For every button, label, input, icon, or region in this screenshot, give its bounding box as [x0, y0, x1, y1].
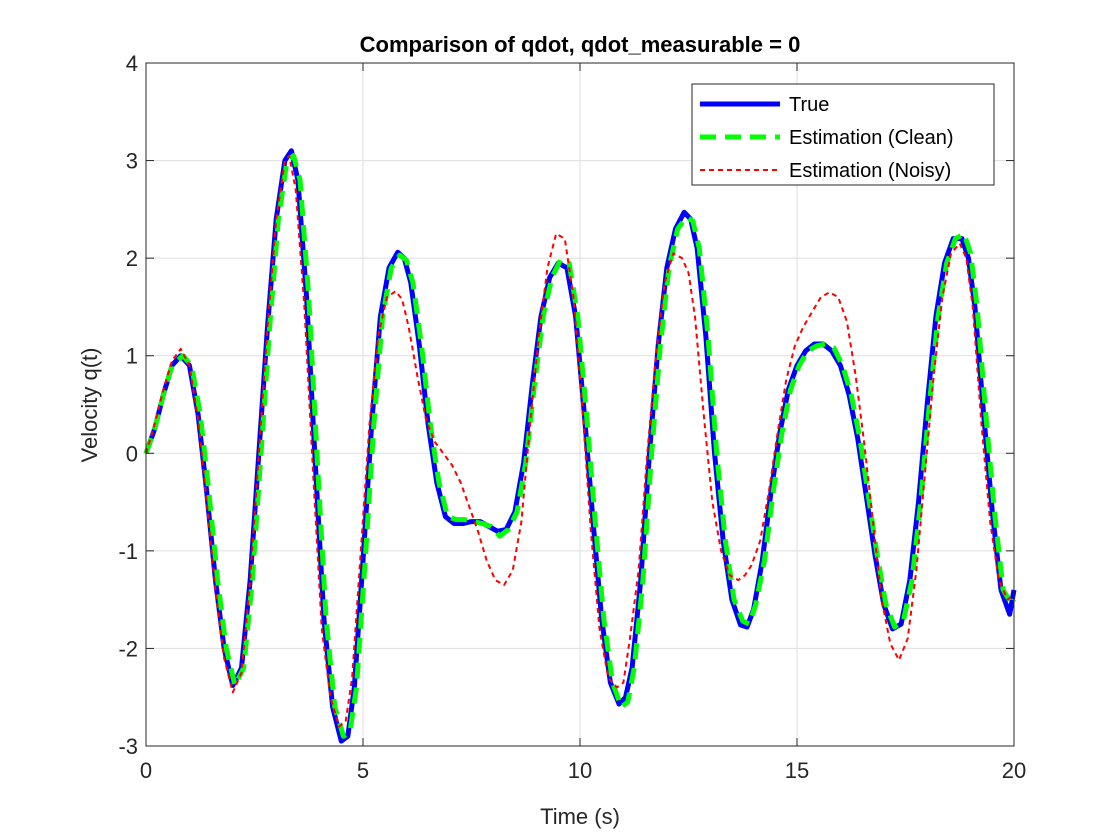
legend-label-2: Estimation (Noisy) — [789, 160, 951, 182]
ticks — [145, 62, 1015, 747]
x-tick-label: 10 — [568, 758, 592, 783]
legend-label-0: True — [789, 94, 829, 116]
x-tick-label: 5 — [357, 758, 369, 783]
x-tick-label: 20 — [1002, 758, 1026, 783]
x-tick-label: 15 — [785, 758, 809, 783]
y-axis-label: Velocity q(t) — [77, 348, 102, 463]
x-tick-label: 0 — [140, 758, 152, 783]
legend: True Estimation (Clean) Estimation (Noisy) — [691, 83, 995, 186]
series-line-1 — [143, 153, 1017, 739]
y-tick-label: -3 — [118, 734, 138, 759]
y-tick-label: -1 — [118, 539, 138, 564]
y-tick-label: -2 — [118, 636, 138, 661]
y-tick-label: 2 — [126, 246, 138, 271]
series-layer — [143, 148, 1017, 744]
x-axis-label: Time (s) — [540, 804, 620, 829]
y-tick-label: 3 — [126, 149, 138, 174]
y-tick-label: 0 — [126, 441, 138, 466]
legend-label-1: Estimation (Clean) — [789, 127, 954, 149]
tick-labels: 0 5 10 15 20 -3 -2 -1 0 1 2 3 4 — [118, 51, 1026, 783]
y-tick-label: 4 — [126, 51, 138, 76]
chart-title: Comparison of qdot, qdot_measurable = 0 — [360, 32, 801, 57]
series-line-2 — [145, 154, 1015, 728]
y-tick-label: 1 — [126, 344, 138, 369]
legend-box — [691, 83, 995, 186]
